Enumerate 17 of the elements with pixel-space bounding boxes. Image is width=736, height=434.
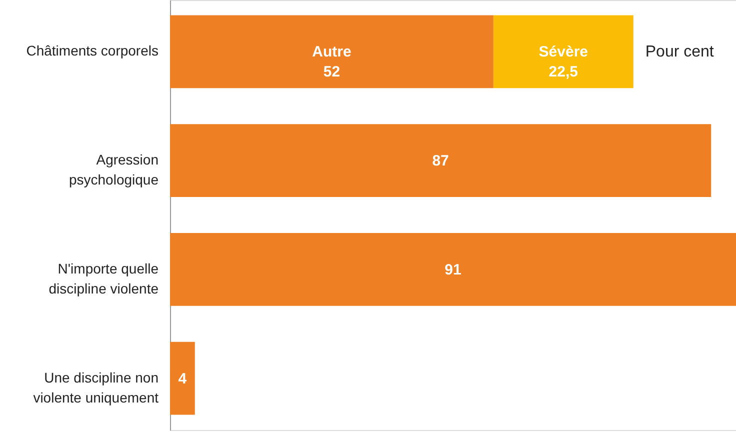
y-tick-label: Une discipline non violente uniquement [33, 369, 159, 406]
data-label: 87 [432, 152, 449, 170]
data-label: 52 [323, 64, 340, 81]
bar [170, 124, 712, 198]
data-label: 22,5 [548, 64, 578, 81]
data-label: 91 [444, 261, 462, 278]
bar [170, 342, 195, 415]
bar [170, 232, 736, 306]
bar [493, 15, 634, 88]
y-tick-label: N'importe quelle discipline violente [48, 260, 159, 296]
y-tick-label: Agression psychologique [68, 152, 159, 188]
series-label: Sévère [538, 44, 588, 61]
y-tick-label: Châtiments corporels [26, 42, 158, 59]
data-label: 4 [178, 370, 188, 388]
annotation: Pour cent [645, 44, 714, 61]
series-label: Autre [312, 44, 352, 61]
bar [170, 15, 494, 88]
